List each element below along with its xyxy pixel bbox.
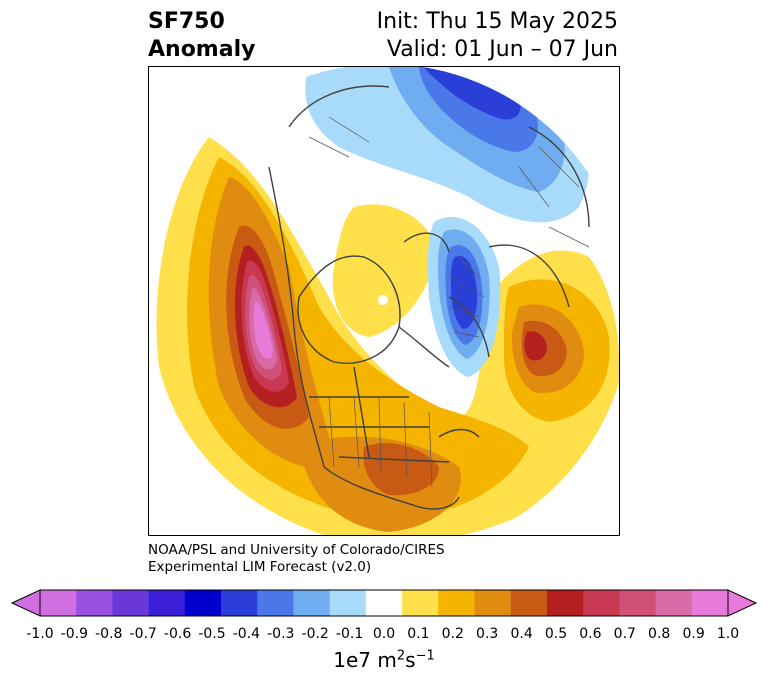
init-date: Init: Thu 15 May 2025 xyxy=(376,9,618,34)
valid-range: Valid: 01 Jun – 07 Jun xyxy=(386,37,618,62)
colorbar-cell xyxy=(655,590,693,616)
colorbar-tick-label: 0.2 xyxy=(441,626,464,642)
title-left: SF750 Anomaly xyxy=(148,8,255,64)
colorbar-cell xyxy=(329,590,367,616)
colorbar-cell xyxy=(76,590,113,616)
colorbar-tick-label: -0.7 xyxy=(129,626,157,642)
colorbar-cell xyxy=(438,590,476,616)
units-exp-1: 2 xyxy=(396,648,406,664)
colorbar-cell xyxy=(293,590,331,616)
colorbar-cell xyxy=(402,590,439,616)
colorbar-tick-label: -0.1 xyxy=(335,626,364,642)
colorbar-cell xyxy=(691,590,729,616)
units-mid: s xyxy=(405,648,416,672)
colorbar-tick-label: 0.7 xyxy=(613,626,636,642)
colorbar-tick-label: 1.0 xyxy=(716,626,740,642)
map-panel xyxy=(148,66,620,536)
colorbar-tick-label: 0.9 xyxy=(682,626,705,642)
anomaly-label: Anomaly xyxy=(148,37,256,62)
credit-line-2: Experimental LIM Forecast (v2.0) xyxy=(148,559,372,575)
colorbar-max-extension xyxy=(727,589,758,617)
units-exp-2: −1 xyxy=(415,648,435,664)
negative-anomaly-royal xyxy=(424,67,521,120)
colorbar-cell xyxy=(365,590,403,616)
colorbar-tick-label: 0.5 xyxy=(544,626,568,642)
positive-anomaly-red-east xyxy=(524,331,547,361)
colorbar-cell xyxy=(40,590,77,616)
colorbar-tick-label: -0.5 xyxy=(198,626,226,642)
colorbar-tick-label: -0.8 xyxy=(95,626,123,642)
colorbar-tick-label: -0.3 xyxy=(267,626,295,642)
colorbar-tick-label: 0.6 xyxy=(579,626,602,642)
colorbar-units: 1e7 m2s−1 xyxy=(0,648,768,672)
borders xyxy=(308,116,590,488)
colorbar-cell xyxy=(184,590,222,616)
colorbar-cell xyxy=(546,590,584,616)
variable-name: SF750 xyxy=(148,9,225,34)
colorbar-cell xyxy=(474,590,512,616)
credit-line-1: NOAA/PSL and University of Colorado/CIRE… xyxy=(148,542,445,558)
title-right: Init: Thu 15 May 2025 Valid: 01 Jun – 07… xyxy=(377,8,618,64)
colorbar-tick-label: -0.4 xyxy=(232,626,261,642)
colorbar-tick-label: 0.1 xyxy=(407,626,430,642)
colorbar-tick-label: -0.9 xyxy=(60,626,89,642)
colorbar-cell xyxy=(112,590,150,616)
colorbar-min-extension xyxy=(10,589,41,617)
anomaly-map xyxy=(149,67,619,535)
colorbar-cell xyxy=(221,590,258,616)
colorbar-outline xyxy=(39,589,729,617)
colorbar-cell xyxy=(148,590,186,616)
colorbar-cell xyxy=(510,590,548,616)
neutral-blob xyxy=(378,295,388,305)
coastlines xyxy=(268,85,590,510)
colorbar-cell xyxy=(583,590,620,616)
positive-anomaly-magenta xyxy=(253,301,273,359)
credit: NOAA/PSL and University of Colorado/CIRE… xyxy=(148,542,445,576)
colorbar-tick-label: 0.3 xyxy=(476,626,499,642)
colorbar-tick-label: 0.0 xyxy=(372,626,396,642)
colorbar-cell xyxy=(257,590,294,616)
colorbar-tick-label: -1.0 xyxy=(26,626,54,642)
negative-anomaly-royal-center xyxy=(451,256,478,329)
colorbar-tick-label: -0.6 xyxy=(163,626,192,642)
units-base: 1e7 m xyxy=(333,648,397,672)
colorbar-tick-label: -0.2 xyxy=(301,626,329,642)
colorbar xyxy=(10,589,758,617)
colorbar-tick-label: 0.4 xyxy=(510,626,533,642)
colorbar-tick-label: 0.8 xyxy=(648,626,671,642)
colorbar-tick-labels: -1.0 -0.9 -0.8 -0.7 -0.6 -0.5 -0.4 -0.3 -0.2 -0.1… xyxy=(0,626,768,646)
positive-anomaly-rust-us xyxy=(363,443,439,496)
colorbar-cell xyxy=(619,590,657,616)
